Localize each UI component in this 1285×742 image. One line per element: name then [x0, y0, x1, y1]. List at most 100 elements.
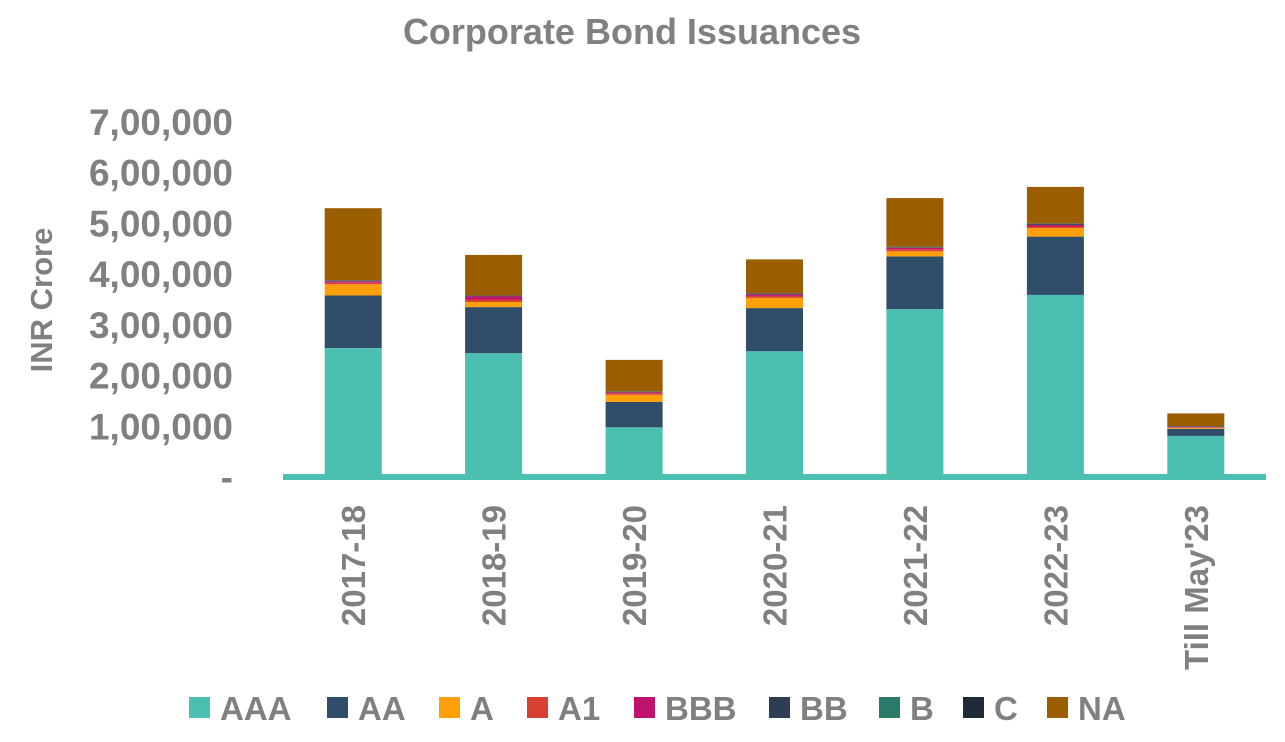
legend-item-a1: A1: [527, 690, 600, 727]
legend-swatch: [327, 697, 348, 718]
bar-segment-a1: [465, 299, 523, 302]
bar-segment-a1: [605, 393, 663, 395]
bar-segment-a1: [1026, 226, 1084, 228]
bar-stack: [1026, 186, 1084, 477]
bars: [324, 186, 1225, 477]
y-tick-label: 1,00,000: [89, 406, 233, 447]
x-tick-label: Till May'23: [1178, 505, 1215, 670]
x-tick-label: 2019-20: [616, 505, 653, 626]
legend-label: A1: [558, 690, 600, 727]
legend-label: AA: [358, 690, 406, 727]
bar-segment-bb: [605, 391, 663, 393]
bar-segment-aaa: [324, 348, 382, 477]
legend: AAA AA A A1 BBB BB B C NA: [189, 690, 1126, 727]
y-axis-ticks: - 1,00,000 2,00,000 3,00,000 4,00,000 5,00,00…: [89, 102, 233, 498]
bar-segment-a: [746, 298, 803, 309]
bar-segment-aa: [465, 307, 523, 354]
bar-segment-a1: [324, 282, 382, 285]
bar-segment-bbb: [324, 281, 382, 283]
bar-stack: [324, 208, 382, 477]
legend-label: BBB: [665, 690, 737, 727]
bar-segment-a1: [886, 249, 944, 252]
chart-title: Corporate Bond Issuances: [403, 11, 861, 52]
bar-stack: [1167, 413, 1225, 477]
bar-segment-a: [324, 284, 382, 296]
bar-segment-aaa: [886, 309, 944, 477]
bar-segment-bb: [1026, 223, 1084, 225]
legend-label: C: [994, 690, 1018, 727]
legend-item-a: A: [439, 690, 494, 727]
y-tick-label: -: [221, 457, 233, 498]
bar-segment-bbb: [1167, 426, 1225, 428]
bar-segment-na: [465, 254, 523, 296]
bar-segment-bbb: [605, 392, 663, 394]
legend-label: BB: [800, 690, 848, 727]
legend-item-na: NA: [1047, 690, 1126, 727]
legend-item-aa: AA: [327, 690, 406, 727]
legend-item-aaa: AAA: [189, 690, 292, 727]
bar-segment-na: [746, 259, 803, 294]
legend-item-bbb: BBB: [634, 690, 737, 727]
bar-stack: [465, 254, 523, 477]
bar-segment-na: [886, 198, 944, 247]
bar-segment-a1: [1167, 427, 1225, 428]
bar-segment-bbb: [465, 296, 523, 300]
bar-segment-aa: [1026, 236, 1084, 295]
bar-stack: [605, 359, 663, 477]
bar-segment-a: [465, 302, 523, 308]
legend-label: NA: [1078, 690, 1126, 727]
x-tick-label: 2022-23: [1037, 505, 1074, 626]
legend-label: AAA: [220, 690, 292, 727]
legend-label: A: [470, 690, 494, 727]
bar-segment-bb: [324, 280, 382, 282]
bar-stack: [746, 259, 803, 477]
x-tick-label: 2021-22: [897, 505, 934, 626]
legend-item-bb: BB: [769, 690, 848, 727]
y-tick-label: 5,00,000: [89, 203, 233, 244]
y-tick-label: 7,00,000: [89, 102, 233, 143]
legend-swatch: [769, 697, 790, 718]
legend-swatch: [189, 697, 210, 718]
legend-swatch: [963, 697, 984, 718]
y-tick-label: 4,00,000: [89, 254, 233, 295]
legend-item-c: C: [963, 690, 1018, 727]
legend-swatch: [1047, 697, 1068, 718]
bar-segment-aa: [1167, 428, 1225, 436]
bar-segment-aaa: [1167, 435, 1225, 477]
bar-segment-aaa: [465, 353, 523, 477]
bar-segment-aaa: [1026, 294, 1084, 477]
bar-segment-a: [1026, 228, 1084, 237]
legend-swatch: [439, 697, 460, 718]
bar-segment-na: [324, 208, 382, 281]
y-tick-label: 6,00,000: [89, 153, 233, 194]
legend-item-b: B: [879, 690, 934, 727]
bar-segment-aa: [324, 295, 382, 349]
bar-segment-aa: [886, 256, 944, 310]
bar-segment-aa: [746, 308, 803, 352]
bar-segment-na: [1026, 186, 1084, 224]
bar-segment-bbb: [746, 294, 803, 296]
y-tick-label: 2,00,000: [89, 356, 233, 397]
bar-segment-a: [605, 394, 663, 402]
legend-swatch: [527, 697, 548, 718]
bar-segment-a: [1167, 427, 1225, 429]
bar-segment-na: [605, 359, 663, 392]
bar-segment-bbb: [886, 247, 944, 250]
y-axis-label: INR Crore: [24, 228, 59, 373]
bar-segment-aaa: [746, 351, 803, 477]
bar-segment-bb: [746, 293, 803, 295]
x-tick-label: 2017-18: [335, 505, 372, 626]
bar-segment-a: [886, 251, 944, 257]
y-tick-label: 3,00,000: [89, 305, 233, 346]
legend-swatch: [634, 697, 655, 718]
bar-stack: [886, 198, 944, 477]
bar-segment-bb: [886, 247, 944, 248]
bar-segment-aa: [605, 401, 663, 428]
bar-segment-aaa: [605, 427, 663, 477]
legend-label: B: [910, 690, 934, 727]
bar-segment-bb: [465, 295, 523, 297]
x-tick-label: 2020-21: [757, 505, 794, 626]
bar-segment-na: [1167, 413, 1225, 427]
x-tick-label: 2018-19: [476, 505, 513, 626]
